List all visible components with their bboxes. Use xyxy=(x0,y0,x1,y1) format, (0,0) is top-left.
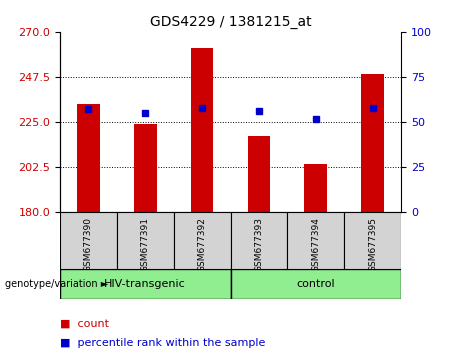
Bar xyxy=(191,48,213,212)
Bar xyxy=(230,269,401,299)
Bar xyxy=(344,212,401,269)
Bar xyxy=(60,212,117,269)
Text: ■  count: ■ count xyxy=(60,319,109,329)
Text: ■  percentile rank within the sample: ■ percentile rank within the sample xyxy=(60,338,265,348)
Title: GDS4229 / 1381215_at: GDS4229 / 1381215_at xyxy=(150,16,311,29)
Bar xyxy=(361,74,384,212)
Text: GSM677394: GSM677394 xyxy=(311,217,320,272)
Bar xyxy=(77,104,100,212)
Bar xyxy=(230,212,287,269)
Bar xyxy=(304,164,327,212)
Bar xyxy=(174,212,230,269)
Text: GSM677395: GSM677395 xyxy=(368,217,377,272)
Text: control: control xyxy=(296,279,335,289)
Text: GSM677390: GSM677390 xyxy=(84,217,93,272)
Bar xyxy=(117,212,174,269)
Text: GSM677392: GSM677392 xyxy=(198,217,207,272)
Bar xyxy=(248,136,270,212)
Text: genotype/variation ►: genotype/variation ► xyxy=(5,279,108,289)
Bar xyxy=(60,269,230,299)
Bar xyxy=(287,212,344,269)
Text: GSM677391: GSM677391 xyxy=(141,217,150,272)
Text: GSM677393: GSM677393 xyxy=(254,217,263,272)
Bar xyxy=(134,124,157,212)
Text: HIV-transgenic: HIV-transgenic xyxy=(104,279,186,289)
